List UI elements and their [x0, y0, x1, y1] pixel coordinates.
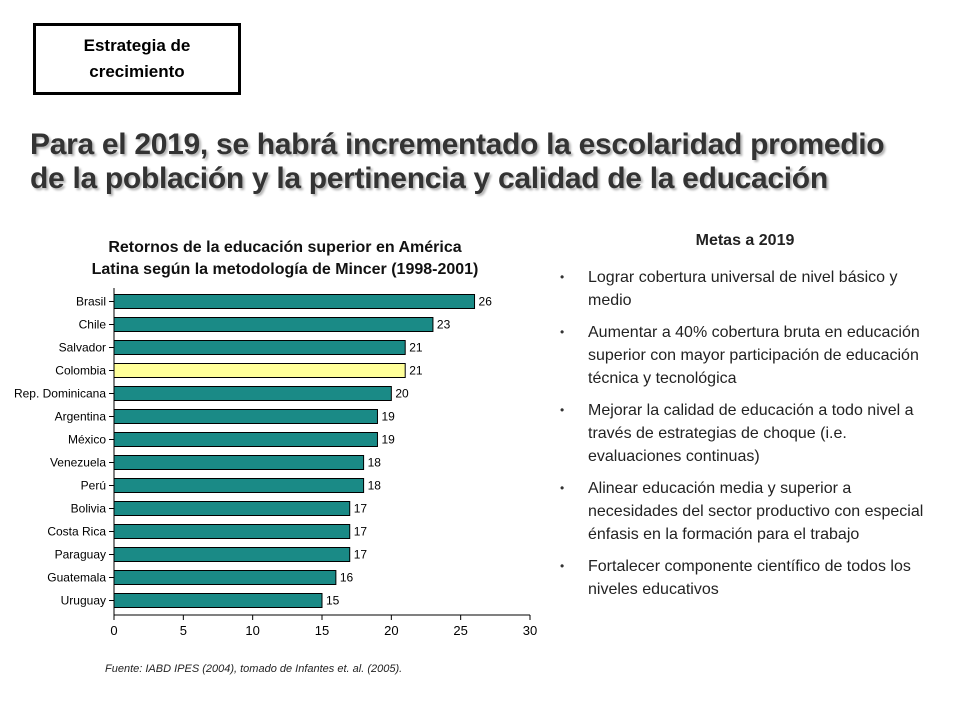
goal-item: • Aumentar a 40% cobertura bruta en educa… [560, 321, 935, 390]
bullet-icon: • [560, 325, 565, 339]
x-tick-label: 0 [110, 623, 117, 638]
category-label: Perú [81, 479, 106, 493]
goal-text: Alinear educación media y superior a nec… [588, 480, 924, 543]
bullet-icon: • [560, 481, 565, 495]
goal-item: • Mejorar la calidad de educación a todo … [560, 399, 935, 468]
bullet-icon: • [560, 403, 565, 417]
goal-text: Lograr cobertura universal de nivel bási… [588, 269, 898, 309]
data-label: 19 [381, 410, 395, 424]
chart-source-note: Fuente: IABD IPES (2004), tomado de Infa… [105, 663, 403, 675]
bar [113, 570, 337, 585]
chart-title-line-1: Retornos de la educación superior en Amé… [108, 239, 462, 256]
data-label: 23 [437, 318, 451, 332]
x-tick-label: 20 [384, 623, 398, 638]
bar [113, 593, 323, 608]
data-label: 26 [479, 295, 493, 309]
bar [113, 386, 392, 401]
bar [113, 363, 406, 378]
goal-item: • Lograr cobertura universal de nivel bás… [560, 266, 935, 312]
headline-line-1: Para el 2019, se habrá incrementado la e… [30, 128, 885, 161]
goal-text: Fortalecer componente científico de todo… [588, 558, 911, 598]
category-label: Paraguay [55, 548, 106, 562]
category-label: Venezuela [50, 456, 106, 470]
bullet-icon: • [560, 559, 565, 573]
data-label: 15 [326, 594, 340, 608]
category-label: Rep. Dominicana [14, 387, 106, 401]
bar [113, 432, 378, 447]
data-label: 16 [340, 571, 354, 585]
data-label: 18 [368, 456, 382, 470]
category-label: Argentina [55, 410, 107, 424]
headline-line-2: de la población y la pertinencia y calid… [30, 162, 828, 195]
goals-list: • Lograr cobertura universal de nivel bás… [560, 266, 935, 610]
data-label: 20 [395, 387, 409, 401]
x-tick-label: 10 [245, 623, 259, 638]
data-label: 17 [354, 502, 368, 516]
goal-item: • Fortalecer componente científico de tod… [560, 555, 935, 601]
bar [113, 340, 406, 355]
x-tick-label: 15 [315, 623, 329, 638]
badge-line-1: Estrategia de [83, 36, 191, 55]
bar [113, 501, 351, 516]
category-label: México [68, 433, 106, 447]
chart-title-line-2: Latina según la metodología de Mincer (1… [91, 261, 479, 278]
bar [113, 478, 365, 493]
bar [113, 294, 476, 309]
data-label: 17 [354, 525, 368, 539]
category-label: Bolivia [71, 502, 107, 516]
goals-title: Metas a 2019 [695, 232, 795, 249]
bullet-icon: • [560, 270, 565, 284]
chart-title: Retornos de la educación superior en Amé… [30, 237, 540, 281]
bar [113, 547, 351, 562]
category-label: Colombia [55, 364, 106, 378]
bar [113, 524, 351, 539]
goal-text: Aumentar a 40% cobertura bruta en educac… [588, 324, 920, 387]
category-label: Guatemala [47, 571, 106, 585]
bar [113, 317, 434, 332]
data-label: 21 [409, 341, 423, 355]
data-label: 21 [409, 364, 423, 378]
category-label: Chile [79, 318, 107, 332]
strategy-badge: Estrategia de crecimiento [33, 23, 241, 95]
data-label: 18 [368, 479, 382, 493]
x-tick-label: 25 [453, 623, 467, 638]
category-label: Uruguay [61, 594, 106, 608]
category-label: Salvador [59, 341, 106, 355]
category-label: Costa Rica [47, 525, 106, 539]
category-label: Brasil [76, 295, 106, 309]
data-label: 19 [381, 433, 395, 447]
x-tick-label: 5 [180, 623, 187, 638]
x-tick-label: 30 [523, 623, 537, 638]
returns-bar-chart: Brasil 26 Chile 23 Salvador 21 Colombia 21 Rep. … [14, 288, 537, 638]
data-label: 17 [354, 548, 368, 562]
bar [113, 455, 365, 470]
page-headline: Para el 2019, se habrá incrementado la e… [30, 128, 930, 196]
goal-item: • Alinear educación media y superior a ne… [560, 477, 935, 546]
badge-line-2: crecimiento [89, 62, 185, 81]
bar [113, 409, 378, 424]
goal-text: Mejorar la calidad de educación a todo n… [588, 402, 914, 465]
